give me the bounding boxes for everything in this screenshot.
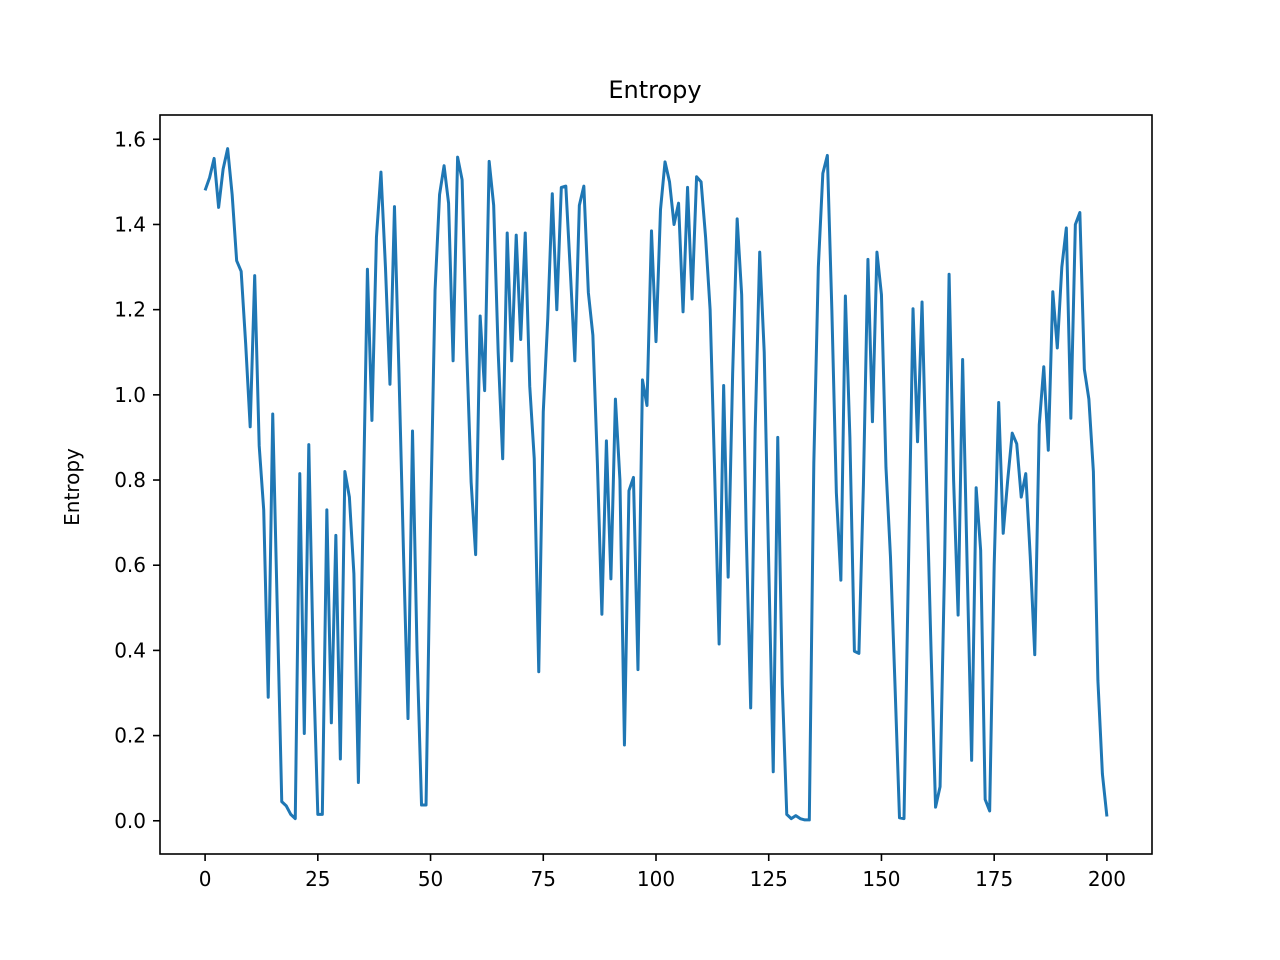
x-axis: 0 25 50 75 100 125 150 175 200 (199, 854, 1126, 891)
x-tick-label: 175 (975, 867, 1013, 891)
x-tick-label: 25 (305, 867, 330, 891)
chart-title: Entropy (608, 76, 701, 104)
y-axis-label: Entropy (60, 448, 84, 526)
y-tick-label: 0.4 (114, 638, 146, 662)
x-tick-label: 75 (531, 867, 556, 891)
y-tick-label: 0.6 (114, 553, 146, 577)
y-tick-label: 1.6 (114, 127, 146, 151)
x-tick-label: 150 (862, 867, 900, 891)
y-tick-label: 1.0 (114, 383, 146, 407)
x-tick-label: 200 (1088, 867, 1126, 891)
x-tick-label: 125 (750, 867, 788, 891)
x-tick-label: 0 (199, 867, 212, 891)
y-tick-label: 1.4 (114, 212, 146, 236)
entropy-series-line (203, 147, 1109, 822)
y-tick-label: 0.2 (114, 724, 146, 748)
x-tick-label: 50 (418, 867, 443, 891)
y-tick-label: 1.2 (114, 298, 146, 322)
y-axis: 0.0 0.2 0.4 0.6 0.8 1.0 1.2 1.4 1.6 (114, 127, 160, 833)
y-tick-label: 0.0 (114, 809, 146, 833)
y-tick-label: 0.8 (114, 468, 146, 492)
x-tick-label: 100 (637, 867, 675, 891)
